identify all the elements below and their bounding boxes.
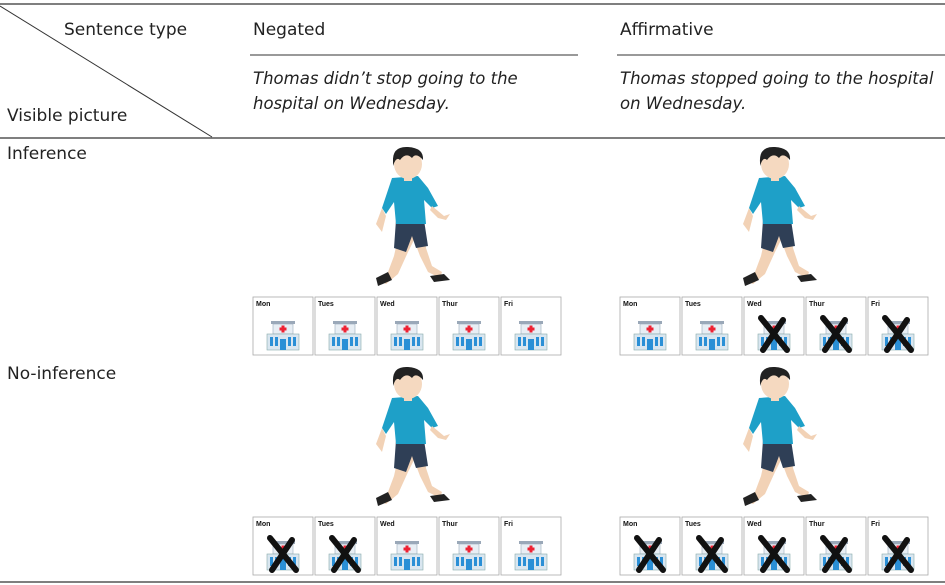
column-sentence: Thomas didn’t stop going to the hospital…: [253, 66, 583, 116]
day-label: Thur: [809, 521, 825, 528]
day-label: Tues: [318, 521, 334, 528]
day-label: Fri: [504, 521, 513, 528]
day-label: Tues: [685, 521, 701, 528]
boy-illustration: [376, 147, 450, 286]
column-label: Affirmative: [620, 20, 714, 40]
day-label: Wed: [747, 301, 762, 308]
day-label: Thur: [442, 301, 458, 308]
day-label: Thur: [442, 521, 458, 528]
column-sentence: Thomas stopped going to the hospital on …: [620, 66, 945, 116]
day-label: Mon: [623, 521, 637, 528]
corner-bottom: Visible picture: [7, 106, 127, 126]
corner-top: Sentence type: [64, 20, 187, 40]
row-label: Inference: [7, 144, 87, 164]
boy-illustration: [743, 367, 817, 506]
boy-illustration: [743, 147, 817, 286]
day-label: Wed: [380, 521, 395, 528]
day-label: Fri: [504, 301, 513, 308]
table-figure: Mon Tues Wed Thur Fri Mon Tues Wed Thur Fri Mon Tue…: [0, 0, 945, 585]
day-label: Fri: [871, 301, 880, 308]
day-label: Thur: [809, 301, 825, 308]
day-label: Mon: [623, 301, 637, 308]
day-label: Mon: [256, 301, 270, 308]
day-label: Mon: [256, 521, 270, 528]
day-label: Wed: [380, 301, 395, 308]
column-label: Negated: [253, 20, 325, 40]
day-label: Tues: [685, 301, 701, 308]
boy-illustration: [376, 367, 450, 506]
day-label: Tues: [318, 301, 334, 308]
row-label: No-inference: [7, 364, 116, 384]
day-label: Fri: [871, 521, 880, 528]
day-label: Wed: [747, 521, 762, 528]
